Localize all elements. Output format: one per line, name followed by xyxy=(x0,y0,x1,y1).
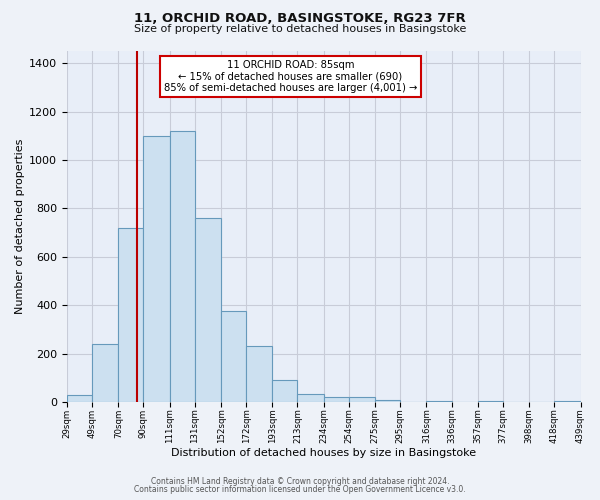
Text: Contains public sector information licensed under the Open Government Licence v3: Contains public sector information licen… xyxy=(134,485,466,494)
Bar xyxy=(375,400,400,402)
Bar xyxy=(92,344,118,402)
Text: Size of property relative to detached houses in Basingstoke: Size of property relative to detached ho… xyxy=(134,24,466,34)
Bar xyxy=(221,312,246,402)
Text: Contains HM Land Registry data © Crown copyright and database right 2024.: Contains HM Land Registry data © Crown c… xyxy=(151,477,449,486)
Bar xyxy=(554,401,581,402)
Bar xyxy=(478,401,503,402)
Text: 11 ORCHID ROAD: 85sqm
← 15% of detached houses are smaller (690)
85% of semi-det: 11 ORCHID ROAD: 85sqm ← 15% of detached … xyxy=(164,60,417,93)
Bar xyxy=(349,398,375,402)
Bar xyxy=(272,380,298,402)
Bar xyxy=(143,136,170,402)
Bar xyxy=(246,346,272,402)
Bar xyxy=(118,228,143,402)
X-axis label: Distribution of detached houses by size in Basingstoke: Distribution of detached houses by size … xyxy=(171,448,476,458)
Bar xyxy=(427,401,452,402)
Bar xyxy=(298,394,324,402)
Bar xyxy=(324,398,349,402)
Text: 11, ORCHID ROAD, BASINGSTOKE, RG23 7FR: 11, ORCHID ROAD, BASINGSTOKE, RG23 7FR xyxy=(134,12,466,26)
Bar xyxy=(67,395,92,402)
Bar xyxy=(170,131,195,402)
Bar xyxy=(195,218,221,402)
Y-axis label: Number of detached properties: Number of detached properties xyxy=(15,139,25,314)
